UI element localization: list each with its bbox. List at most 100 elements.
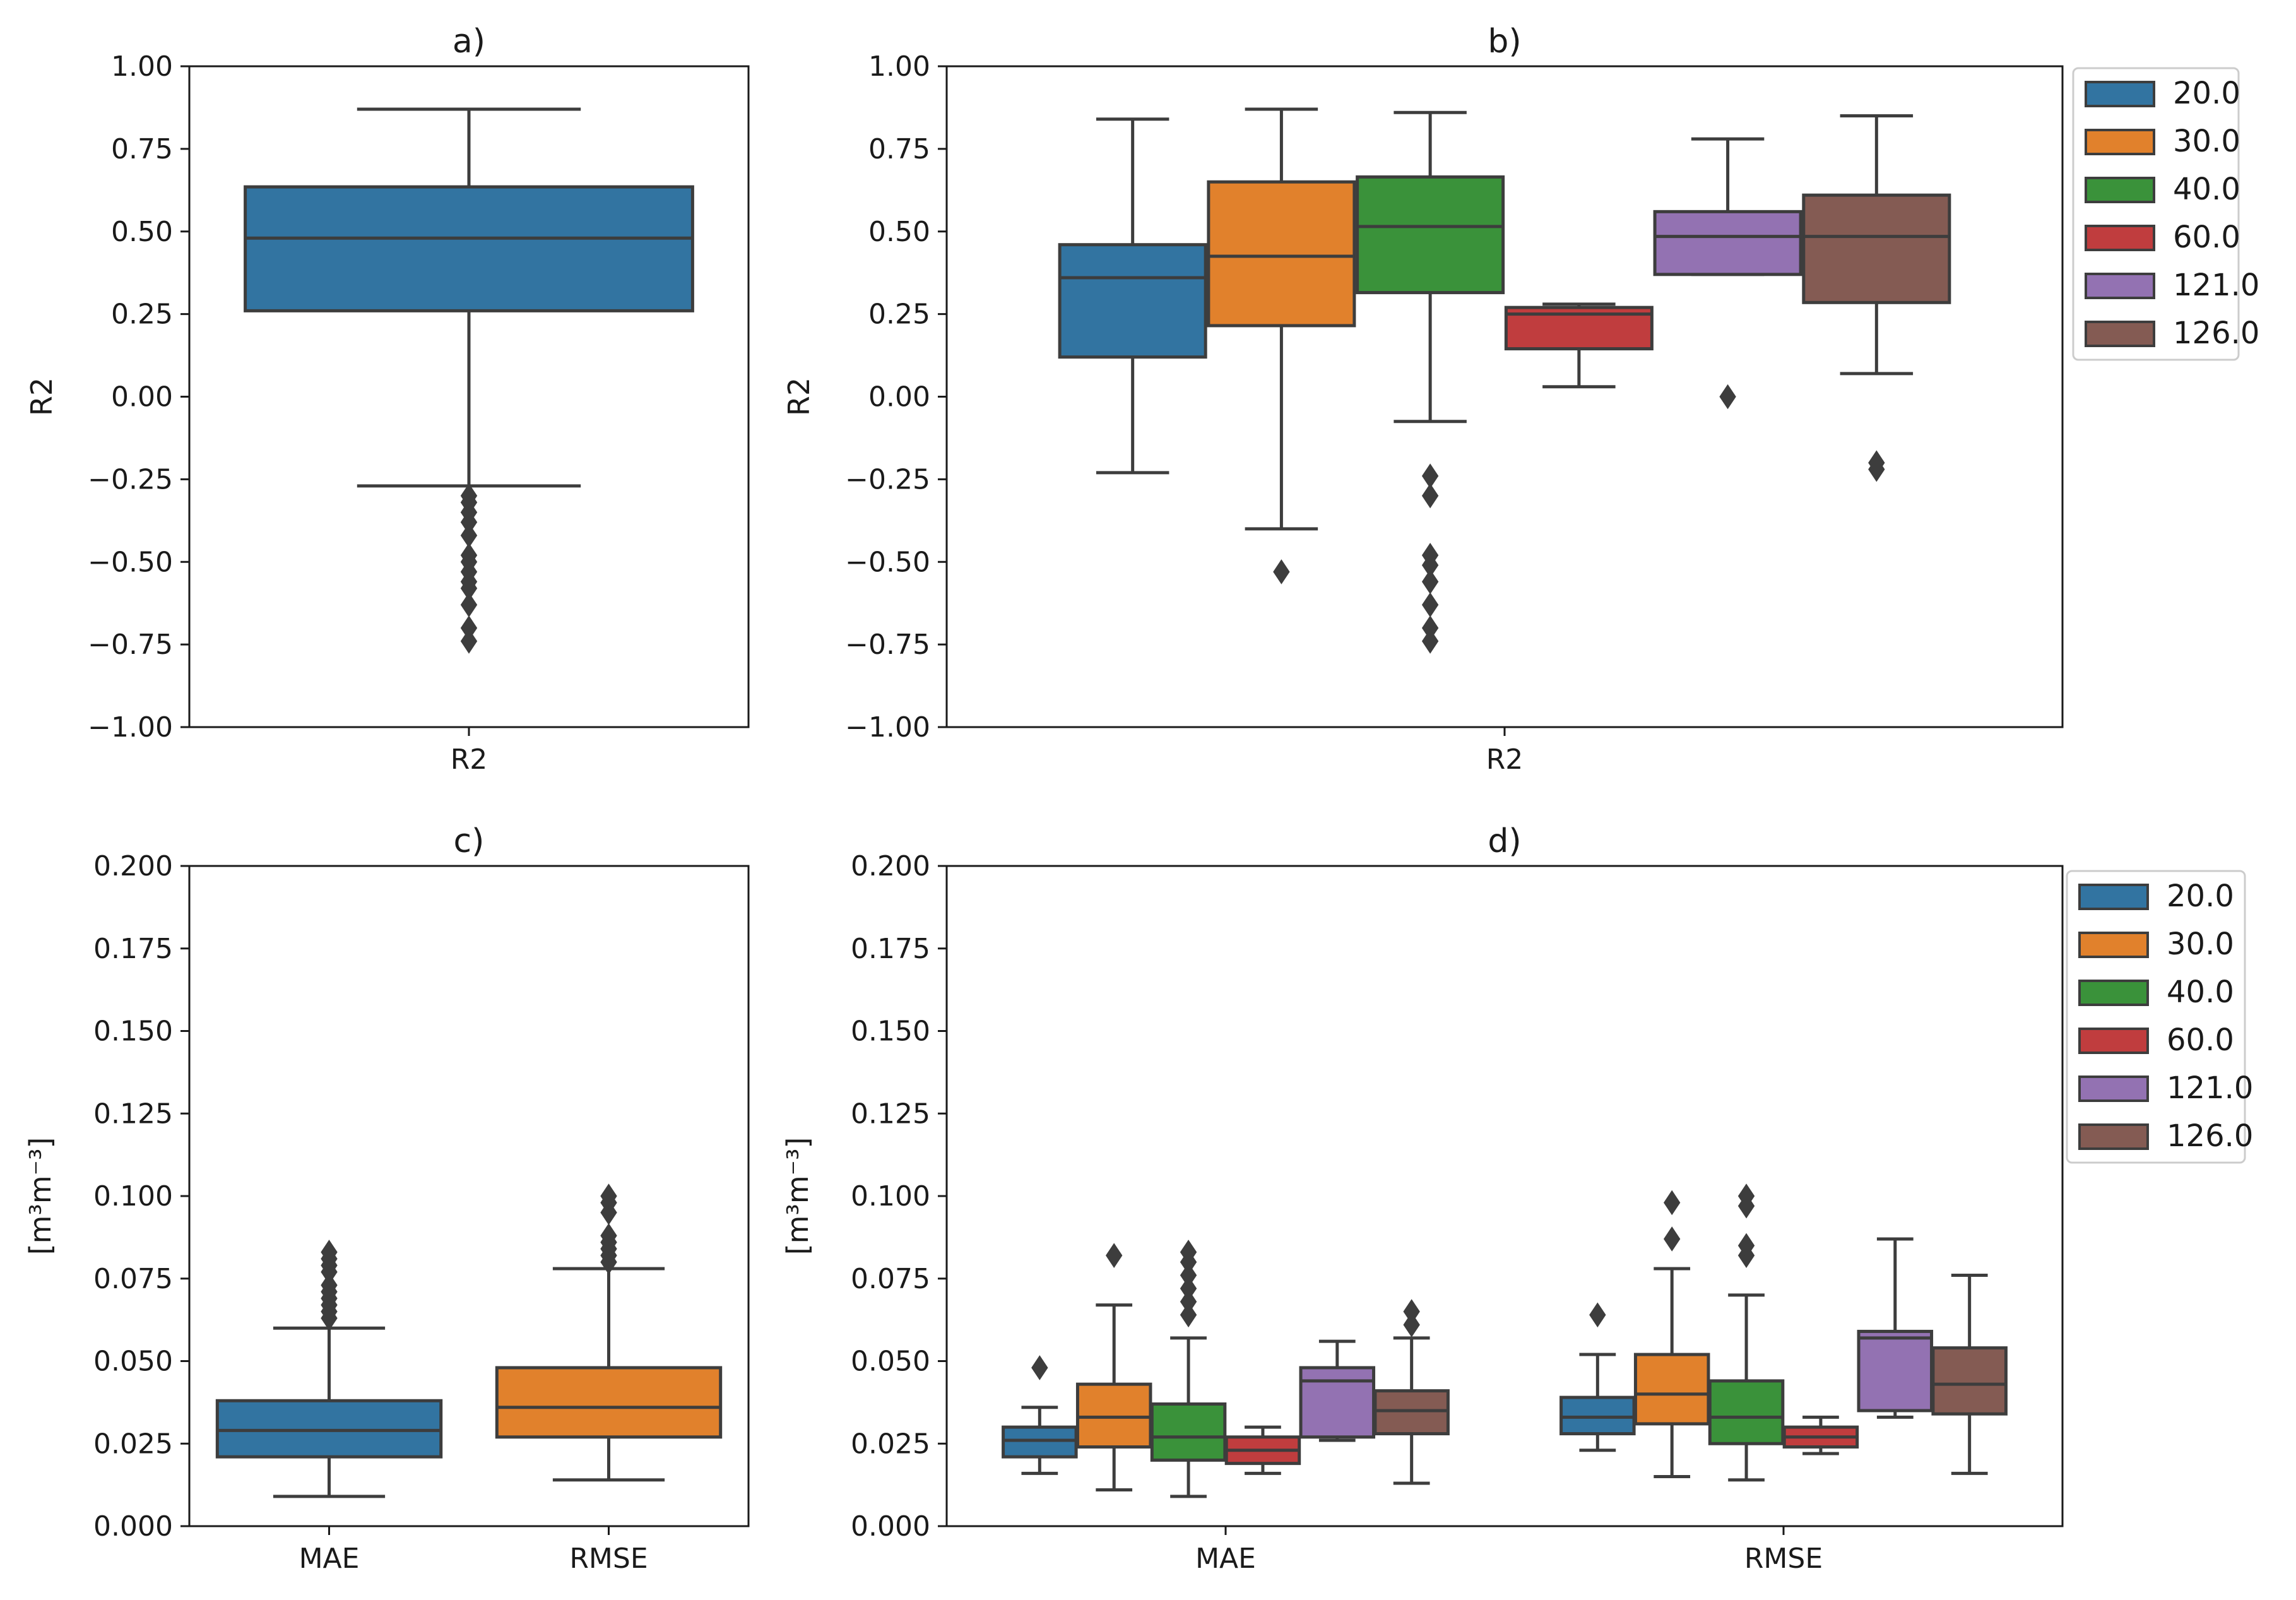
legend-d: 20.0 30.0 40.0 60.0 121.0 126.0 (2066, 870, 2253, 1164)
panel-title-b: b) (1488, 23, 1521, 61)
box-body (1299, 1366, 1376, 1439)
legend-label: 30.0 (2173, 124, 2240, 159)
box-body (1559, 1396, 1636, 1436)
box-body (244, 185, 694, 312)
x-tick-label: RMSE (1744, 1543, 1823, 1575)
box-mae-121-0 (1299, 1339, 1376, 1442)
panel-a: a) 1.00 0.75 0.50 0.25 0.00 −0.25 −0.50 −0.75 −1.… (25, 23, 750, 776)
y-tick-label: 0.25 (111, 299, 173, 331)
box-body (1150, 1402, 1227, 1462)
x-tick-label: RMSE (569, 1543, 648, 1575)
legend-swatch (2078, 980, 2149, 1006)
legend-swatch (2085, 129, 2155, 155)
y-axis-label: [m³m⁻³] (23, 1137, 57, 1255)
legend-label: 121.0 (2167, 1070, 2253, 1106)
outlier-marker (1031, 1355, 1048, 1380)
box-body (1207, 180, 1356, 328)
y-tick-label: −0.75 (88, 629, 173, 661)
box-mae-40-0 (1150, 1240, 1227, 1498)
legend-swatch (2085, 321, 2155, 347)
legend-label: 121.0 (2173, 268, 2259, 303)
box-body (1002, 1425, 1078, 1459)
box-body (1075, 1382, 1152, 1449)
y-tick-label: 0.075 (851, 1263, 930, 1295)
y-tick-label: 0.75 (111, 133, 173, 165)
legend-item: 40.0 (2085, 172, 2240, 207)
outlier-marker (1663, 1226, 1681, 1252)
y-tick-label: 1.00 (868, 50, 930, 83)
y-tick-label: 0.000 (851, 1510, 930, 1543)
legend-item: 121.0 (2085, 268, 2259, 303)
legend-swatch (2078, 932, 2149, 958)
y-tick-label: 0.175 (851, 933, 930, 965)
panel-c: c) 0.200 0.175 0.150 0.125 0.100 0.075 0.050 0.0… (23, 822, 750, 1575)
legend-swatch (2085, 225, 2155, 251)
box-rmse-20-0 (1559, 1302, 1636, 1452)
box-mae-MAE (215, 1240, 443, 1498)
box-body (495, 1366, 723, 1439)
y-tick-label: 0.000 (93, 1510, 173, 1543)
box-rmse-RMSE (495, 1183, 723, 1482)
legend-label: 60.0 (2167, 1022, 2234, 1058)
plot-frame (945, 865, 2064, 1527)
y-tick-label: −1.00 (845, 711, 930, 744)
plot-frame (188, 865, 750, 1527)
box-body (215, 1399, 443, 1459)
box-body (1708, 1379, 1785, 1445)
y-tick-label: 0.100 (851, 1180, 930, 1212)
outlier-marker (1663, 1190, 1681, 1216)
x-tick-label: MAE (1195, 1543, 1256, 1575)
legend-swatch (2078, 884, 2149, 910)
outlier-marker (460, 592, 478, 618)
y-tick-label: 0.50 (868, 216, 930, 248)
legend-swatch (2085, 273, 2155, 299)
legend-label: 20.0 (2167, 879, 2234, 914)
box-mae-20-0 (1002, 1355, 1078, 1475)
box-body (1633, 1353, 1710, 1426)
outlier-marker (460, 629, 478, 654)
legend-item: 30.0 (2078, 927, 2234, 962)
box-mae-126-0 (1373, 1299, 1450, 1485)
outlier-marker (600, 1223, 617, 1248)
legend-swatch (2078, 1028, 2149, 1054)
outlier-marker (600, 1183, 617, 1209)
panel-b: b) 1.00 0.75 0.50 0.25 0.00 −0.25 −0.50 −0.75 −1.… (782, 23, 2259, 776)
outlier-marker (1403, 1312, 1420, 1337)
box-mae-30-0 (1075, 1243, 1152, 1491)
legend-label: 20.0 (2173, 76, 2240, 111)
plot-frame (188, 65, 750, 728)
y-tick-label: 0.125 (851, 1098, 930, 1130)
legend-b: 20.0 30.0 40.0 60.0 121.0 126.0 (2072, 67, 2259, 361)
outlier-marker (1421, 483, 1439, 509)
legend-swatch (2085, 81, 2155, 107)
y-axis-label: R2 (782, 377, 816, 416)
y-tick-label: 0.025 (851, 1428, 930, 1460)
outlier-marker (1421, 629, 1439, 654)
legend-item: 30.0 (2085, 124, 2240, 159)
box-mae-60-0 (1224, 1425, 1301, 1475)
y-tick-label: 0.075 (93, 1263, 173, 1295)
outlier-marker (1868, 456, 1885, 482)
legend-item: 40.0 (2078, 975, 2234, 1010)
outlier-marker (1737, 1233, 1755, 1259)
box-body (1356, 175, 1505, 295)
box-body (1653, 210, 1802, 276)
y-tick-label: −0.25 (845, 463, 930, 495)
box-rmse-121-0 (1857, 1237, 1934, 1419)
box-r2-all (244, 107, 694, 654)
box-r2-60-0 (1504, 302, 1654, 389)
y-tick-label: 0.150 (851, 1016, 930, 1048)
legend-item: 20.0 (2085, 76, 2240, 111)
legend-item: 60.0 (2078, 1022, 2234, 1058)
y-tick-label: 0.00 (868, 381, 930, 413)
outlier-marker (1403, 1299, 1420, 1324)
box-r2-126-0 (1802, 114, 1951, 482)
y-tick-label: 0.175 (93, 933, 173, 965)
legend-label: 30.0 (2167, 927, 2234, 962)
x-tick-label: R2 (1486, 744, 1524, 776)
panel-title-d: d) (1488, 822, 1521, 860)
outlier-marker (1180, 1289, 1197, 1315)
outlier-marker (1180, 1302, 1197, 1328)
legend-item: 121.0 (2078, 1070, 2253, 1106)
